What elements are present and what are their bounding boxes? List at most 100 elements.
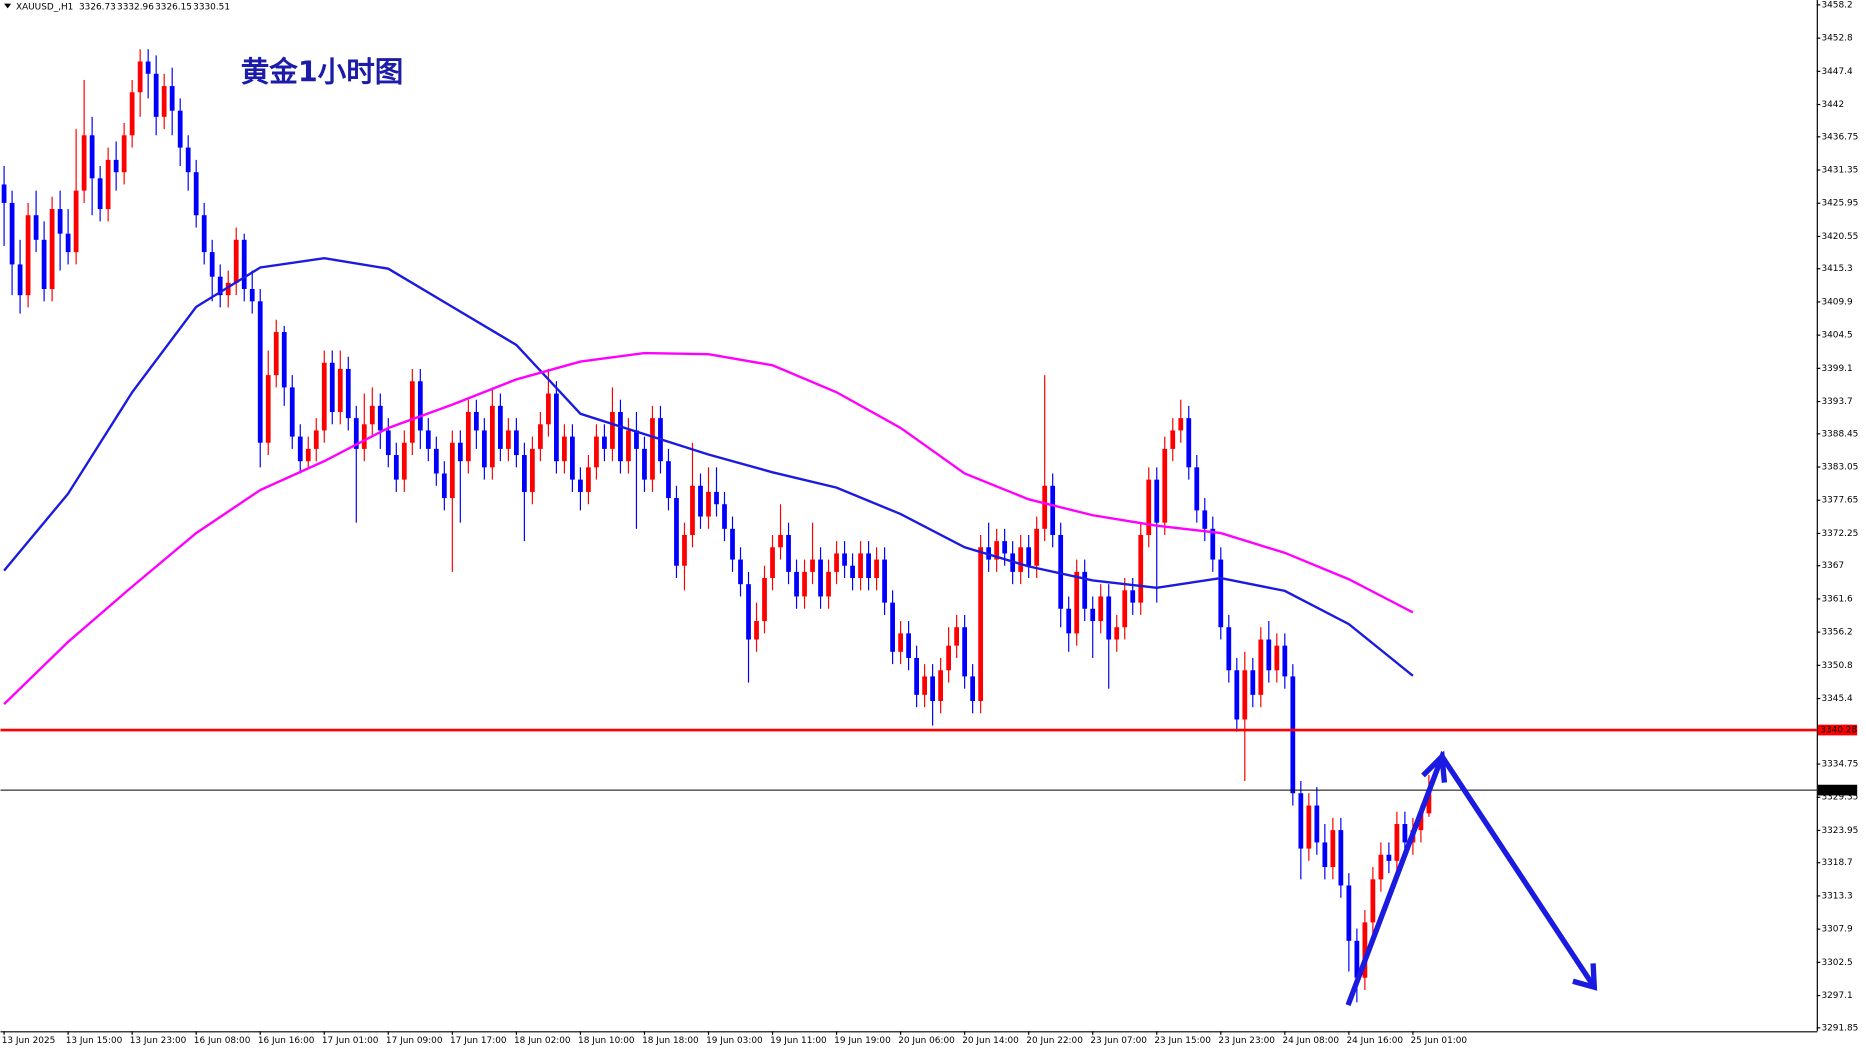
x-tick-label: 24 Jun 16:00	[1346, 1036, 1403, 1046]
candle-body	[1154, 479, 1160, 523]
candle-body	[546, 393, 551, 425]
candle-body	[962, 627, 968, 677]
y-tick-label: 3345.4	[1821, 694, 1852, 704]
candle-body	[321, 362, 327, 431]
candle-body	[153, 73, 159, 117]
arrow-head	[1572, 963, 1598, 991]
header-open: 3326.73	[79, 3, 116, 13]
candle-body	[778, 534, 783, 548]
candle-body	[522, 455, 527, 492]
candle-body	[674, 498, 679, 566]
candle-body	[185, 147, 191, 173]
candle-body	[305, 448, 311, 462]
candle-body	[353, 418, 359, 449]
x-tick-label: 23 Jun 23:00	[1218, 1036, 1275, 1046]
candle-body	[714, 491, 719, 505]
candle-body	[1170, 430, 1176, 449]
price-label-box	[1817, 784, 1858, 796]
candle-body	[762, 578, 767, 622]
candle-body	[786, 534, 791, 572]
candle-body	[1290, 676, 1296, 794]
y-tick-label: 3334.75	[1821, 760, 1858, 770]
candle-body	[738, 559, 743, 585]
candle-body	[193, 172, 199, 216]
candle-body	[1354, 940, 1360, 978]
candle-body	[1138, 534, 1144, 603]
candle-body	[273, 332, 279, 376]
candle-body	[1130, 590, 1136, 603]
candle-body	[642, 448, 647, 480]
candle-body	[1018, 547, 1024, 572]
candle-body	[1322, 842, 1328, 868]
candle-body	[626, 430, 631, 462]
candle-body	[722, 504, 727, 529]
x-tick-label: 17 Jun 01:00	[322, 1036, 379, 1046]
chart-title: 黄金1小时图	[241, 56, 404, 89]
y-tick-label: 3323.95	[1821, 826, 1858, 836]
candle-body	[513, 430, 519, 456]
candle-body	[201, 215, 207, 253]
header-low: 3326.15	[155, 3, 192, 13]
x-tick-label: 18 Jun 02:00	[514, 1036, 571, 1046]
candle-body	[618, 411, 623, 462]
candle-body	[1426, 790, 1432, 814]
y-tick-label: 3388.45	[1821, 429, 1858, 439]
candle-body	[970, 676, 976, 702]
candle-body	[1178, 418, 1184, 431]
x-tick-label: 20 Jun 06:00	[898, 1036, 955, 1046]
header-close: 3330.51	[193, 3, 230, 13]
candle-body	[257, 301, 263, 443]
candle-body	[409, 381, 415, 443]
candle-body	[345, 368, 351, 419]
candle-body	[1146, 479, 1152, 535]
price-label: 3340.28	[1820, 726, 1857, 736]
candle-body	[105, 159, 111, 210]
y-tick-label: 3372.25	[1821, 529, 1858, 539]
candle-body	[890, 602, 895, 652]
candle-body	[313, 430, 319, 449]
y-tick-label: 3377.65	[1821, 496, 1858, 506]
candle-body	[874, 559, 879, 579]
candle-body	[281, 332, 287, 388]
candle-body	[1002, 541, 1008, 554]
candle-body	[425, 430, 431, 449]
x-tick-label: 19 Jun 19:00	[834, 1036, 891, 1046]
candle-body	[1314, 805, 1320, 843]
candle-body	[1378, 854, 1384, 880]
candle-body	[441, 473, 447, 499]
x-tick-label: 24 Jun 08:00	[1282, 1036, 1339, 1046]
candle-body	[169, 86, 175, 111]
candle-body	[1, 184, 7, 203]
x-tick-label: 13 Jun 15:00	[66, 1036, 123, 1046]
candle-body	[1098, 596, 1104, 622]
x-tick-label: 23 Jun 07:00	[1090, 1036, 1147, 1046]
candle-body	[369, 405, 375, 425]
candle-body	[1282, 645, 1288, 677]
x-tick-label: 25 Jun 01:00	[1411, 1036, 1468, 1046]
y-tick-label: 3442	[1821, 100, 1844, 110]
candle-body	[377, 405, 383, 431]
candle-body	[465, 411, 471, 462]
candle-body	[1218, 559, 1224, 628]
x-tick-label: 16 Jun 08:00	[194, 1036, 251, 1046]
candle-body	[802, 571, 807, 597]
candle-body	[1162, 448, 1168, 523]
y-tick-label: 3399.1	[1821, 364, 1852, 374]
moving-average	[3, 351, 1414, 705]
candle-body	[602, 436, 607, 449]
candle-body	[497, 405, 503, 449]
candle-body	[233, 239, 239, 283]
candle-body	[329, 362, 335, 412]
candle-body	[41, 239, 47, 290]
candle-body	[594, 436, 599, 468]
x-tick-label: 23 Jun 15:00	[1154, 1036, 1211, 1046]
y-tick-label: 3431.35	[1821, 166, 1858, 176]
candle-body	[834, 553, 839, 572]
y-tick-label: 3361.6	[1821, 594, 1852, 604]
candle-body	[914, 657, 919, 695]
candle-body	[1074, 571, 1080, 634]
candle-body	[730, 528, 735, 560]
y-tick-label: 3415.3	[1821, 264, 1852, 274]
candle-body	[89, 135, 95, 179]
